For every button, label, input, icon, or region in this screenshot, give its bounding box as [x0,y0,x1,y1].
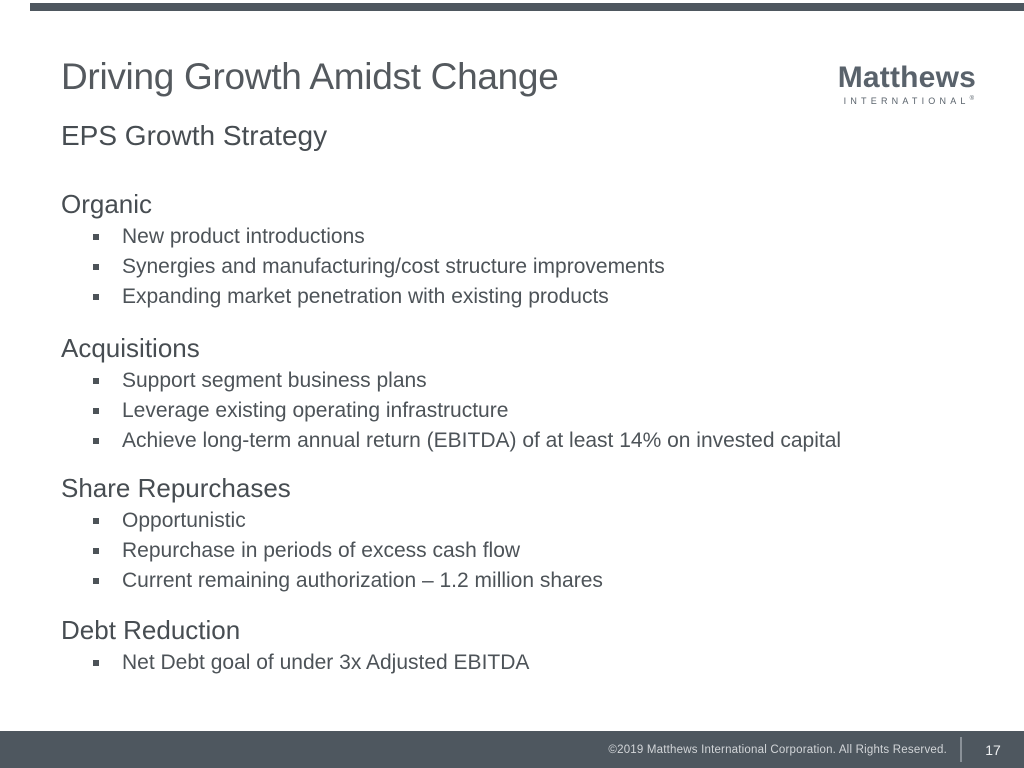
page-number: 17 [985,741,1001,758]
matthews-logo: Matthews INTERNATIONAL® [837,61,976,107]
bullet-square-icon [93,438,99,444]
list-item: Leverage existing operating infrastructu… [61,396,994,426]
registered-trademark-symbol: ® [969,96,975,102]
bullet-square-icon [93,408,99,414]
section-organic: Organic New product introductions Synerg… [61,186,994,312]
logo-wordmark: Matthews [837,61,976,94]
list-item: Opportunistic [61,506,994,536]
bullet-text: Synergies and manufacturing/cost structu… [122,255,665,278]
list-item: New product introductions [61,222,994,252]
bullet-text: Repurchase in periods of excess cash flo… [122,539,521,562]
section-heading: Acquisitions [61,333,200,363]
section-heading: Debt Reduction [61,615,241,645]
list-item: Repurchase in periods of excess cash flo… [61,536,994,566]
copyright-text: ©2019 Matthews International Corporation… [608,743,947,756]
section-debt-reduction: Debt Reduction Net Debt goal of under 3x… [61,612,994,678]
bullet-text: Leverage existing operating infrastructu… [122,399,509,422]
bullet-square-icon [93,264,99,270]
bullet-square-icon [93,294,99,300]
bullet-text: Opportunistic [122,509,246,532]
section-heading: Share Repurchases [61,473,291,503]
list-item: Expanding market penetration with existi… [61,282,994,312]
top-accent-bar [30,3,1024,11]
bullet-square-icon [93,660,99,666]
bullet-text: Expanding market penetration with existi… [122,285,609,308]
footer-bar: ©2019 Matthews International Corporation… [0,731,1024,768]
footer-divider [960,737,962,762]
section-acquisitions: Acquisitions Support segment business pl… [61,330,994,456]
bullet-text: New product introductions [122,225,365,248]
slide-title: Driving Growth Amidst Change [61,56,559,97]
list-item: Net Debt goal of under 3x Adjusted EBITD… [61,648,994,678]
slide-subtitle: EPS Growth Strategy [61,120,328,151]
list-item: Support segment business plans [61,366,994,396]
list-item: Achieve long-term annual return (EBITDA)… [61,426,994,456]
bullet-text: Achieve long-term annual return (EBITDA)… [122,429,842,452]
logo-subtext-label: INTERNATIONAL [843,96,970,106]
bullet-square-icon [93,518,99,524]
section-share-repurchases: Share Repurchases Opportunistic Repurcha… [61,470,994,596]
list-item: Current remaining authorization – 1.2 mi… [61,566,994,596]
list-item: Synergies and manufacturing/cost structu… [61,252,994,282]
logo-subtext: INTERNATIONAL® [842,96,976,106]
section-heading: Organic [61,189,153,219]
bullet-square-icon [93,378,99,384]
bullet-square-icon [93,234,99,240]
bullet-square-icon [93,578,99,584]
bullet-square-icon [93,548,99,554]
bullet-text: Net Debt goal of under 3x Adjusted EBITD… [122,651,530,674]
bullet-text: Current remaining authorization – 1.2 mi… [122,569,603,592]
bullet-text: Support segment business plans [122,369,427,392]
